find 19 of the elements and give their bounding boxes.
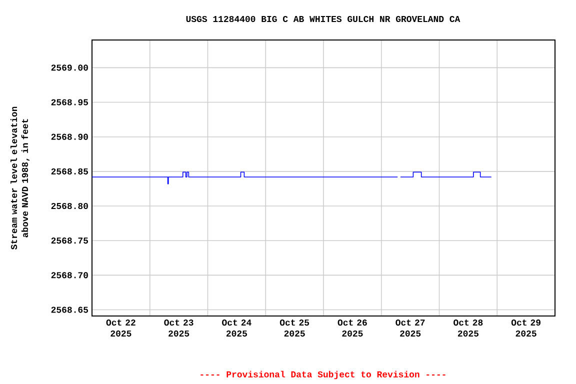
- x-tick-label: Oct 24 2025: [222, 320, 252, 337]
- y-tick-label: 2568.75: [51, 238, 88, 244]
- chart-title: USGS 11284400 BIG C AB WHITES GULCH NR GROVELAND CA: [186, 16, 460, 22]
- x-tick-label: Oct 27 2025: [396, 320, 425, 337]
- x-tick-label: Oct 23 2025: [164, 320, 194, 337]
- y-tick-label: 2568.90: [51, 134, 88, 140]
- x-tick-label: Oct 26 2025: [338, 320, 367, 337]
- text: ---- Provisional Data Subject to Revision ----: [200, 370, 446, 380]
- x-tick-label: Oct 25 2025: [280, 320, 310, 337]
- y-axis-title: Stream water level elevation above NAVD 1988, in feet: [10, 106, 30, 250]
- y-tick-label: 2568.85: [51, 168, 88, 174]
- y-tick-label: 2568.95: [51, 99, 88, 106]
- y-tick-label: 2568.70: [51, 272, 88, 278]
- x-tick-label: Oct 22 2025: [106, 320, 136, 337]
- x-tick-label: Oct 29 2025: [511, 320, 540, 337]
- y-tick-label: 2569.00: [51, 64, 88, 71]
- x-tick-label: Oct 28 2025: [454, 320, 483, 337]
- y-tick-label: 2568.80: [51, 202, 88, 210]
- y-tick-label: 2568.65: [51, 306, 88, 313]
